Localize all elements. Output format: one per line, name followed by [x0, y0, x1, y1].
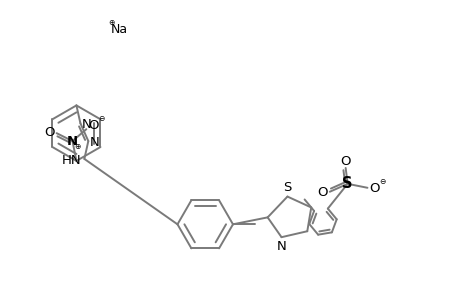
Text: O: O [340, 154, 350, 167]
Text: ⊕: ⊕ [108, 18, 114, 27]
Text: N: N [81, 118, 91, 131]
Text: O: O [88, 119, 98, 132]
Text: O: O [317, 186, 327, 199]
Text: ⊖: ⊖ [378, 177, 385, 186]
Text: ⊕: ⊕ [74, 142, 80, 151]
Text: HN: HN [62, 154, 81, 167]
Text: N: N [276, 240, 286, 253]
Text: O: O [368, 182, 379, 195]
Text: S: S [341, 176, 352, 191]
Text: O: O [45, 126, 55, 139]
Text: N: N [89, 136, 99, 148]
Text: ⊖: ⊖ [98, 114, 104, 123]
Text: S: S [283, 181, 291, 194]
Text: N: N [67, 135, 78, 148]
Text: Na: Na [110, 22, 127, 36]
